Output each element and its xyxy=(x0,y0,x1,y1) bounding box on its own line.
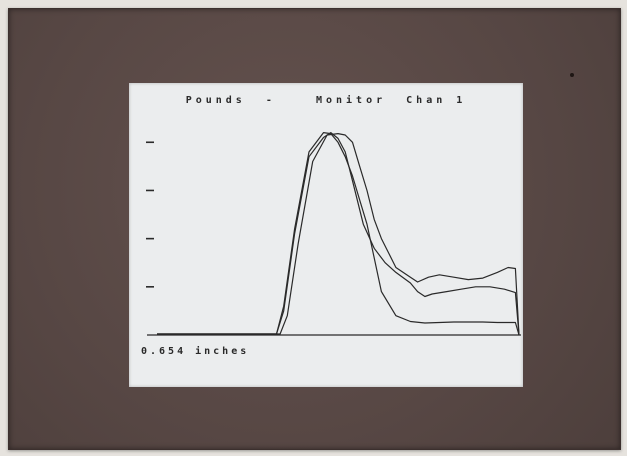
position-readout: 0.654 inches xyxy=(141,346,250,357)
force-curve-line-1 xyxy=(157,131,520,336)
force-curve-line-2 xyxy=(157,131,520,336)
screen-title: Pounds - Monitor Chan 1 xyxy=(185,95,467,106)
monitor-screen: Pounds - Monitor Chan 1 0.654 inches xyxy=(129,83,523,387)
force-curve-line-3 xyxy=(157,132,520,336)
indicator-led-icon xyxy=(570,73,574,77)
force-curve-plot xyxy=(146,131,521,336)
monitor-bezel: Pounds - Monitor Chan 1 0.654 inches xyxy=(8,8,621,450)
